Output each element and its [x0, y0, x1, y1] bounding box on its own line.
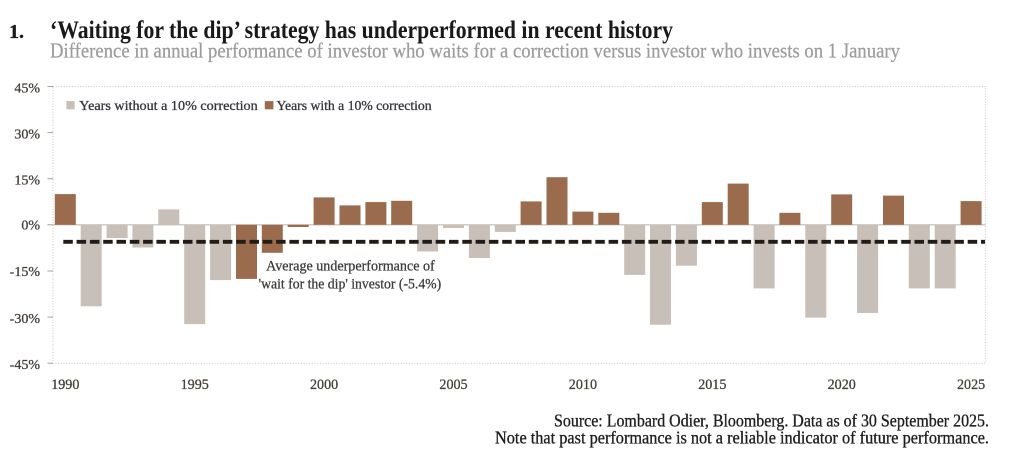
svg-text:Average underperformance of: Average underperformance of	[266, 258, 435, 274]
svg-text:2010: 2010	[569, 377, 597, 393]
svg-text:15%: 15%	[14, 174, 40, 189]
svg-text:Source: Lombard Odier, Bloombe: Source: Lombard Odier, Bloomberg. Data a…	[554, 411, 989, 431]
svg-text:Difference in annual performan: Difference in annual performance of inve…	[50, 39, 900, 63]
svg-text:1995: 1995	[181, 377, 209, 393]
svg-text:30%: 30%	[14, 127, 40, 142]
svg-text:Years without a 10% correction: Years without a 10% correction	[79, 99, 257, 114]
svg-text:1.: 1.	[9, 21, 24, 43]
svg-text:'wait for the dip' investor (-: 'wait for the dip' investor (-5.4%)	[259, 277, 442, 293]
svg-text:-15%: -15%	[10, 265, 41, 280]
svg-text:0%: 0%	[21, 219, 40, 234]
svg-text:-45%: -45%	[10, 358, 41, 373]
svg-text:2020: 2020	[828, 377, 856, 393]
svg-text:2025: 2025	[957, 377, 985, 393]
svg-text:1990: 1990	[51, 377, 79, 393]
svg-text:2015: 2015	[698, 377, 726, 393]
svg-text:Note that past performance is: Note that past performance is not a reli…	[495, 428, 989, 448]
svg-text:2005: 2005	[439, 377, 467, 393]
svg-text:-30%: -30%	[10, 312, 41, 327]
svg-text:Years with a 10% correction: Years with a 10% correction	[277, 99, 432, 114]
svg-text:2000: 2000	[310, 377, 338, 393]
svg-text:‘Waiting for the dip’ strategy: ‘Waiting for the dip’ strategy has under…	[50, 17, 673, 44]
svg-text:45%: 45%	[14, 81, 40, 96]
